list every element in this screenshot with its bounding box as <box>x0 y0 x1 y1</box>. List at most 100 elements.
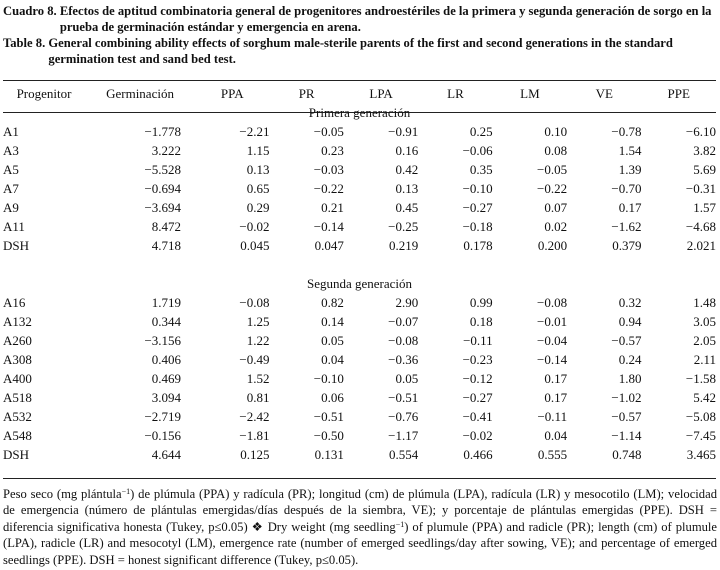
table-cell: 0.29 <box>246 200 270 215</box>
row-label: A400 <box>3 371 32 386</box>
table-cell: 0.05 <box>321 333 344 348</box>
table-cell: 0.99 <box>469 295 493 310</box>
table-cell: 0.05 <box>395 371 419 386</box>
table-cell: 2.021 <box>686 238 716 253</box>
table-cell: 5.69 <box>693 162 716 177</box>
table-row: A16 1.719 −0.08 0.82 2.90 0.99 −0.08 0.32 1.48 <box>3 293 716 312</box>
table-cell: 0.35 <box>469 162 493 177</box>
table-cell: 1.80 <box>618 371 642 386</box>
caption-label-en: Table 8. <box>3 36 46 50</box>
table-cell: 0.16 <box>395 143 419 158</box>
table-cell: 0.125 <box>240 447 270 462</box>
column-header: PR <box>298 86 315 101</box>
row-label: A5 <box>3 162 19 177</box>
table-cell: 0.81 <box>246 390 270 405</box>
table-cell: −5.528 <box>144 162 182 177</box>
combining-ability-table: Progenitor Germinación PPA PR LPA LR LM VE PPE P… <box>3 84 716 464</box>
section-title-row: Primera generación <box>3 103 716 122</box>
table-row: A1 −1.778 −2.21 −0.05 −0.91 0.25 0.10 −0.78 −6.1… <box>3 122 716 141</box>
table-row: DSH 4.718 0.045 0.047 0.219 0.178 0.200 0.379 2.… <box>3 236 716 255</box>
table-cell: −0.14 <box>313 219 344 234</box>
table-cell: −0.18 <box>462 219 493 234</box>
table-cell: −2.719 <box>144 409 182 424</box>
table-cell: 0.65 <box>246 181 270 196</box>
table-cell: 0.379 <box>612 238 642 253</box>
table-footnote: Peso seco (mg plántula−1) de plúmula (PP… <box>3 486 717 568</box>
row-label: A1 <box>3 124 19 139</box>
table-cell: 1.39 <box>618 162 642 177</box>
column-header: Germinación <box>106 86 174 101</box>
table-cell: 3.82 <box>693 143 716 158</box>
table-cell: −1.81 <box>239 428 270 443</box>
table-cell: 0.18 <box>469 314 493 329</box>
table-cell: 3.094 <box>151 390 182 405</box>
table-cell: 0.13 <box>395 181 419 196</box>
table-cell: −0.11 <box>537 409 568 424</box>
table-cell: −6.10 <box>685 124 716 139</box>
table-cell: 0.08 <box>544 143 568 158</box>
table-cell: −0.22 <box>313 181 344 196</box>
table-cell: 1.48 <box>693 295 716 310</box>
table-cell: −3.694 <box>144 200 182 215</box>
table-row: A308 0.406 −0.49 0.04 −0.36 −0.23 −0.14 0.24 2.1… <box>3 350 716 369</box>
table-cell: −0.01 <box>536 314 568 329</box>
row-label: A9 <box>3 200 19 215</box>
column-header: PPE <box>667 86 690 101</box>
table-cell: 1.22 <box>246 333 270 348</box>
table-cell: 0.17 <box>544 371 568 386</box>
table-cell: −0.02 <box>462 428 493 443</box>
table-cell: −0.10 <box>313 371 344 386</box>
table-cell: 0.04 <box>321 352 344 367</box>
table-cell: 0.82 <box>321 295 344 310</box>
column-header: VE <box>595 86 613 101</box>
table-cell: 0.555 <box>537 447 568 462</box>
caption-spanish: Cuadro 8. Efectos de aptitud combinatori… <box>3 3 715 35</box>
table-row: A532 −2.719 −2.42 −0.51 −0.76 −0.41 −0.11 −0.57… <box>3 407 716 426</box>
table-cell: −0.27 <box>462 200 493 215</box>
table-cell: −0.31 <box>685 181 716 196</box>
footnote-superscript-2: −1 <box>395 519 405 529</box>
table-cell: 0.94 <box>618 314 642 329</box>
table-cell: −0.36 <box>388 352 419 367</box>
table-cell: −7.45 <box>685 428 716 443</box>
row-label: A532 <box>3 409 32 424</box>
table-cell: 2.11 <box>693 352 716 367</box>
table-cell: 2.05 <box>693 333 716 348</box>
table-cell: 0.219 <box>389 238 419 253</box>
row-label: A11 <box>3 219 25 234</box>
footnote-part-2: ) de plúmula (PPA) y radícula (PR); long… <box>3 487 717 534</box>
table-cell: 0.17 <box>544 390 568 405</box>
table-cell: 0.748 <box>612 447 642 462</box>
row-label: A518 <box>3 390 32 405</box>
table-cell: −0.08 <box>388 333 419 348</box>
table-cell: 0.045 <box>240 238 270 253</box>
table-cell: −0.51 <box>388 390 419 405</box>
table-cell: −0.76 <box>388 409 419 424</box>
table-cell: 0.06 <box>321 390 344 405</box>
table-row: A260 −3.156 1.22 0.05 −0.08 −0.11 −0.04 −0.57 2.… <box>3 331 716 350</box>
row-label: A7 <box>3 181 19 196</box>
table-cell: 0.554 <box>389 447 419 462</box>
footnote-part-3: ) of plumule (PPA) and radicle (PR); len… <box>3 519 718 567</box>
table-cell: 0.10 <box>544 124 568 139</box>
table-cell: 3.05 <box>693 314 716 329</box>
table-cell: 0.178 <box>463 238 493 253</box>
table-cell: −0.05 <box>313 124 344 139</box>
table-cell: −1.62 <box>611 219 642 234</box>
table-cell: −0.25 <box>388 219 419 234</box>
table-cell: −0.51 <box>313 409 344 424</box>
section-title-row: Segunda generación <box>3 274 716 293</box>
section-title: Segunda generación <box>306 276 413 291</box>
table-cell: 1.54 <box>618 143 642 158</box>
table-cell: 1.57 <box>693 200 716 215</box>
table-cell: 1.15 <box>246 143 270 158</box>
row-label: A16 <box>3 295 26 310</box>
table-cell: 0.131 <box>314 447 344 462</box>
table-cell: 0.21 <box>321 200 344 215</box>
column-header: LPA <box>369 86 393 101</box>
table-cell: 0.469 <box>151 371 182 386</box>
caption-text-en: General combining ability effects of sor… <box>48 36 673 66</box>
table-cell: 3.465 <box>686 447 716 462</box>
table-cell: −0.41 <box>462 409 493 424</box>
table-cell: −0.156 <box>144 428 182 443</box>
